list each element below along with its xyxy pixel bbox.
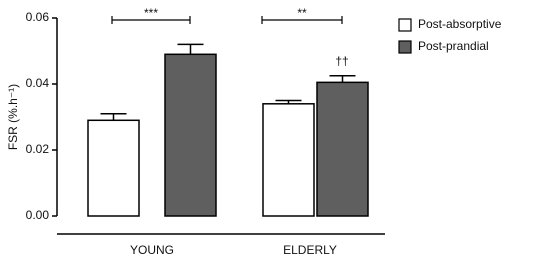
error-bar	[100, 112, 127, 121]
legend-swatch	[398, 40, 412, 54]
y-axis-label: FSR (%.h⁻¹)	[6, 84, 20, 150]
y-tick-label: 0.02	[26, 142, 50, 156]
bar	[316, 81, 369, 217]
error-bar	[329, 75, 356, 83]
legend-swatch	[398, 18, 412, 32]
significance-bracket	[111, 16, 191, 24]
significance-bracket	[261, 16, 343, 24]
annotation: ††	[335, 54, 348, 68]
legend-label: Post-prandial	[418, 39, 489, 53]
error-bar	[275, 99, 302, 104]
annotation: ***	[144, 6, 158, 20]
bar	[87, 119, 140, 217]
x-tick-label: YOUNG	[130, 243, 174, 257]
annotation: **	[297, 6, 307, 20]
y-tick-label: 0.06	[26, 10, 50, 24]
bar	[262, 103, 315, 217]
bar	[164, 53, 217, 217]
y-tick-label: 0.04	[26, 76, 50, 90]
x-tick-label: ELDERLY	[283, 243, 337, 257]
error-bar	[177, 43, 204, 55]
legend-label: Post-absorptive	[418, 17, 502, 31]
y-tick-label: 0.00	[26, 208, 50, 222]
